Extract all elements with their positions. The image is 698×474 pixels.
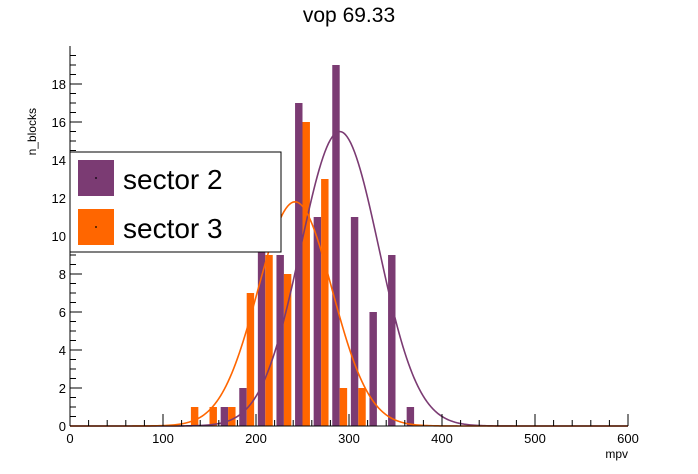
bar-sector-2 [239,388,247,426]
x-tick-label: 600 [617,431,639,446]
bar-sector-2 [295,103,303,426]
legend-label: sector 3 [123,213,223,244]
bar-sector-3 [246,293,255,426]
bar-sector-2 [332,65,340,426]
bars-layer [190,65,415,426]
legend: sector 2 sector 3 [69,151,282,253]
y-tick-label: 12 [52,191,66,206]
x-tick-label: 300 [338,431,360,446]
y-tick-label: 4 [59,343,66,358]
bar-sector-2 [257,217,266,426]
bar-sector-3 [190,407,199,426]
chart-title: vop 69.33 [303,4,395,27]
y-tick-label: 6 [59,305,66,320]
y-axis-label: n_blocks [25,108,39,155]
bar-sector-3 [228,407,236,426]
y-tick-label: 8 [59,267,66,282]
bar-sector-2 [369,312,377,426]
bar-sector-3 [358,388,366,426]
x-tick-label: 400 [431,431,453,446]
y-tick-label: 10 [52,229,66,244]
y-tick-label: 16 [52,115,66,130]
bar-sector-2 [313,217,322,426]
bar-sector-2 [406,407,415,426]
bar-sector-2 [220,407,229,426]
x-tick-label: 0 [66,431,73,446]
legend-marker [95,177,97,179]
bar-sector-3 [302,122,310,426]
legend-label: sector 2 [123,164,223,195]
axis-ticks: 0 100 200 300 400 500 600 0 2 4 6 8 10 12 14 16 18 [52,55,639,446]
y-tick-label: 0 [59,419,66,434]
bar-sector-3 [283,274,292,426]
x-tick-label: 200 [245,431,267,446]
y-tick-label: 14 [52,153,66,168]
bar-sector-3 [339,388,348,426]
bar-sector-3 [321,179,329,426]
bar-sector-2 [388,255,396,426]
y-tick-label: 18 [52,77,66,92]
x-tick-label: 500 [524,431,546,446]
legend-marker [95,226,97,228]
bar-sector-3 [209,407,217,426]
x-axis-label: mpv [605,447,628,461]
bar-sector-2 [276,255,284,426]
bar-sector-3 [265,255,273,426]
y-tick-label: 2 [59,381,66,396]
bar-sector-2 [350,217,359,426]
x-tick-label: 100 [152,431,174,446]
